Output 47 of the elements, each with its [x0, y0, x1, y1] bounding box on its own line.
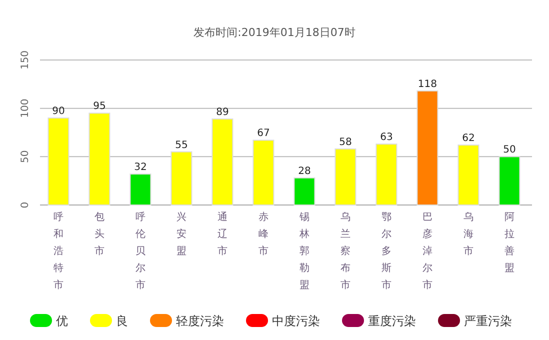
bar: [48, 118, 70, 206]
bar: [252, 140, 274, 206]
data-label: 50: [503, 144, 516, 156]
data-label: 28: [298, 166, 311, 177]
bar: [170, 151, 192, 206]
bar: [498, 156, 520, 206]
x-tick-label: 乌兰察布市: [340, 211, 350, 291]
data-label: 89: [216, 106, 229, 118]
x-tick-label: 呼和浩特市: [53, 211, 64, 291]
legend-label: 重度污染: [368, 314, 416, 328]
x-tick-label: 乌海市: [463, 211, 474, 257]
bar: [212, 118, 234, 206]
x-tick-label: 呼伦贝尔市: [135, 211, 146, 291]
data-label: 63: [380, 132, 393, 144]
data-label: 118: [418, 78, 437, 90]
data-label: 32: [134, 162, 147, 174]
bar: [130, 174, 152, 206]
x-tick-label: 通辽市: [217, 211, 228, 257]
y-tick-label: 0: [20, 202, 31, 208]
legend-label: 优: [56, 314, 68, 328]
data-label: 55: [175, 140, 188, 151]
x-tick-label: 鄂尔多斯市: [381, 212, 392, 291]
y-tick-label: 150: [20, 50, 31, 70]
data-label: 95: [93, 101, 106, 112]
x-tick-label: 赤峰市: [258, 211, 268, 257]
bar: [294, 177, 316, 206]
bar: [376, 144, 398, 206]
legend-label: 严重污染: [464, 314, 512, 328]
x-tick-label: 巴彦淖尔市: [422, 212, 432, 291]
bar: [334, 148, 356, 206]
bar: [416, 90, 438, 206]
data-label: 67: [257, 128, 270, 140]
legend-label: 良: [116, 314, 128, 328]
x-tick-label: 阿拉善盟: [504, 212, 514, 274]
bar: [88, 112, 110, 206]
y-tick-label: 100: [20, 98, 31, 118]
data-label: 62: [462, 133, 475, 144]
data-label: 90: [52, 106, 65, 117]
chart-title: 发布时间:2019年01月18日07时: [194, 26, 356, 39]
data-label: 58: [339, 136, 352, 148]
x-tick-label: 兴安盟: [176, 211, 186, 257]
x-tick-label: 包头市: [94, 211, 104, 257]
legend-label: 轻度污染: [176, 314, 224, 328]
bar: [458, 144, 480, 206]
x-tick-label: 锡林郭勒盟: [298, 212, 310, 291]
legend-label: 中度污染: [272, 314, 320, 328]
y-tick-label: 50: [20, 150, 31, 164]
